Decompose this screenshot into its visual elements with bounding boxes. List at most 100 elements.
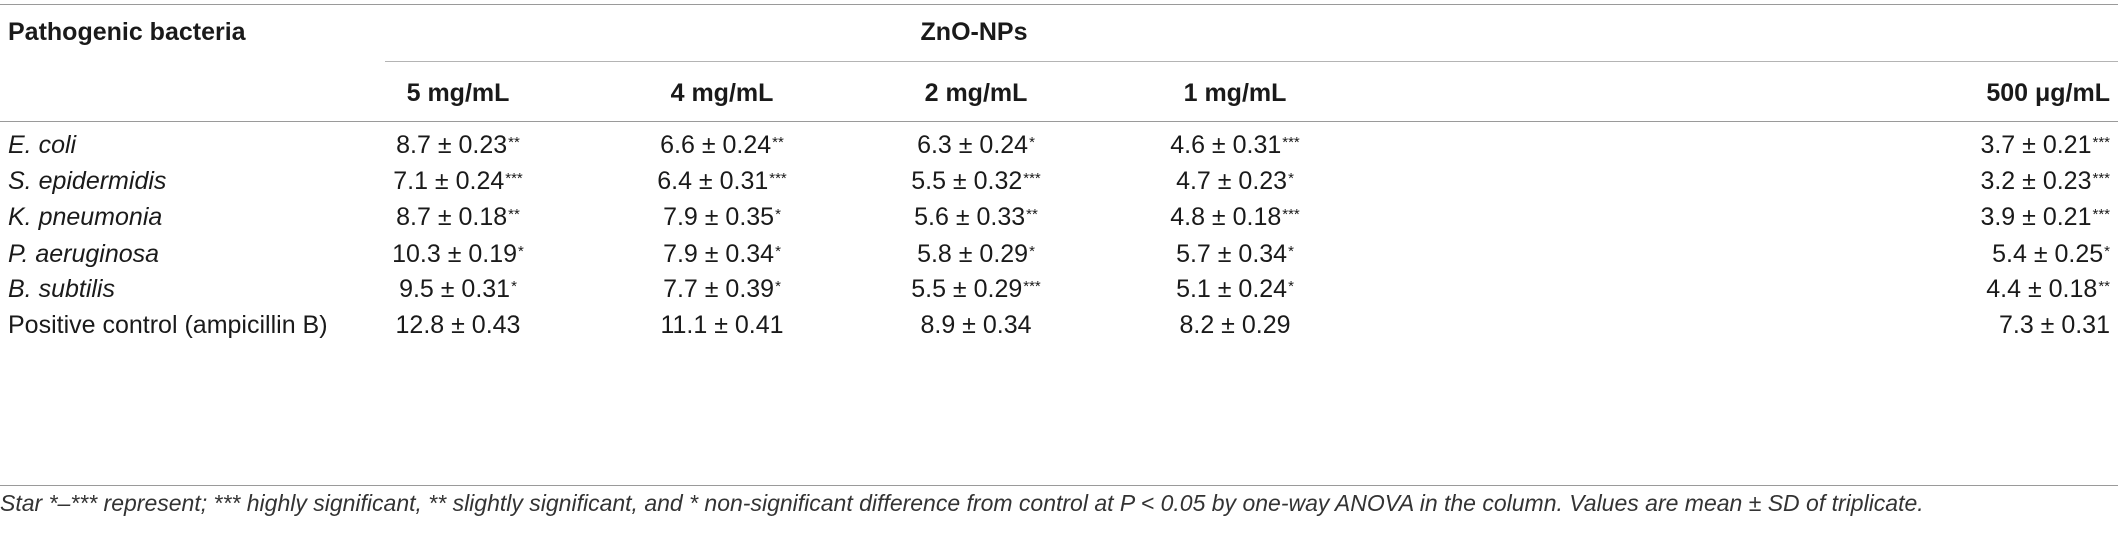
significance-marker: *** [1023,170,1041,187]
group-header: ZnO-NPs [920,18,1028,46]
table-cell: 10.3 ± 0.19* [392,239,524,269]
col-header-5mg: 5 mg/mL [406,79,510,107]
table-cell: 5.6 ± 0.33** [914,202,1038,232]
table-cell: 5.8 ± 0.29* [917,239,1035,269]
significance-marker: * [2104,243,2110,260]
significance-marker: * [775,278,781,295]
table-cell: 5.1 ± 0.24* [1176,274,1294,304]
table-cell: 6.4 ± 0.31*** [657,166,787,196]
table-cell: 11.1 ± 0.41 [660,310,783,340]
significance-marker: * [1288,243,1294,260]
cell-value: 5.5 ± 0.32 [911,167,1023,195]
cell-value: 8.7 ± 0.18 [396,203,508,231]
table-cell: 7.7 ± 0.39* [663,274,781,304]
significance-marker: * [1288,278,1294,295]
cell-value: 8.2 ± 0.29 [1179,311,1291,339]
significance-marker: *** [1282,206,1300,223]
significance-marker: *** [769,170,787,187]
cell-value: 3.7 ± 0.21 [1980,131,2092,159]
cell-value: 6.4 ± 0.31 [657,167,769,195]
table-cell: 4.6 ± 0.31*** [1170,130,1300,160]
cell-value: 6.6 ± 0.24 [660,131,772,159]
significance-marker: ** [2098,278,2110,295]
table-cell: 5.4 ± 0.25* [1992,239,2110,269]
cell-value: 7.9 ± 0.35 [663,203,775,231]
cell-value: 4.6 ± 0.31 [1170,131,1282,159]
significance-marker: *** [2092,206,2110,223]
significance-marker: *** [2092,134,2110,151]
col-header-500ug: 500 μg/mL [1986,79,2110,107]
cell-value: 8.9 ± 0.34 [920,311,1032,339]
table-cell: 8.2 ± 0.29 [1179,310,1290,340]
row-header: Pathogenic bacteria [8,18,246,46]
cell-value: 5.7 ± 0.34 [1176,240,1288,268]
header-rule [0,121,2118,122]
cell-value: 4.8 ± 0.18 [1170,203,1282,231]
table-cell: 7.3 ± 0.31 [1999,310,2110,340]
cell-value: 3.9 ± 0.21 [1980,203,2092,231]
cell-value: 5.1 ± 0.24 [1176,275,1288,303]
row-label: B. subtilis [8,275,115,303]
table-cell: 3.9 ± 0.21*** [1980,202,2110,232]
col-header-4mg: 4 mg/mL [670,79,774,107]
cell-value: 5.6 ± 0.33 [914,203,1026,231]
significance-marker: ** [1026,206,1038,223]
cell-value: 6.3 ± 0.24 [917,131,1029,159]
group-underline [385,61,2118,62]
table-cell: 4.4 ± 0.18** [1986,274,2110,304]
cell-value: 5.4 ± 0.25 [1992,240,2104,268]
cell-value: 4.7 ± 0.23 [1176,167,1288,195]
row-label: K. pneumonia [8,203,163,231]
table-cell: 5.7 ± 0.34* [1176,239,1294,269]
table-cell: 7.9 ± 0.35* [663,202,781,232]
table-cell: 3.7 ± 0.21*** [1980,130,2110,160]
table-cell: 9.5 ± 0.31* [399,274,517,304]
significance-marker: * [1029,243,1035,260]
cell-value: 3.2 ± 0.23 [1980,167,2092,195]
cell-value: 10.3 ± 0.19 [392,240,518,268]
cell-value: 7.9 ± 0.34 [663,240,775,268]
significance-marker: * [1029,134,1035,151]
cell-value: 8.7 ± 0.23 [396,131,508,159]
table-cell: 8.7 ± 0.18** [396,202,520,232]
table-cell: 5.5 ± 0.32*** [911,166,1041,196]
cell-value: 7.3 ± 0.31 [1998,311,2110,339]
table-cell: 6.6 ± 0.24** [660,130,784,160]
significance-marker: *** [1023,278,1041,295]
row-label: S. epidermidis [8,167,167,195]
cell-value: 7.7 ± 0.39 [663,275,775,303]
table-cell: 8.9 ± 0.34 [920,310,1031,340]
row-label: E. coli [8,131,77,159]
significance-marker: *** [2092,170,2110,187]
table-cell: 8.7 ± 0.23** [396,130,520,160]
row-label: Positive control (ampicillin B) [8,311,328,339]
table-cell: 3.2 ± 0.23*** [1980,166,2110,196]
col-header-2mg: 2 mg/mL [924,79,1028,107]
cell-value: 4.4 ± 0.18 [1986,275,2098,303]
significance-marker: * [518,243,524,260]
col-header-1mg: 1 mg/mL [1183,79,1287,107]
table-cell: 4.8 ± 0.18*** [1170,202,1300,232]
significance-marker: *** [1282,134,1300,151]
significance-marker: ** [508,206,520,223]
significance-marker: ** [508,134,520,151]
significance-marker: * [775,206,781,223]
table-footnote: Star *–*** represent; *** highly signifi… [0,490,1924,516]
table-cell: 7.9 ± 0.34* [663,239,781,269]
top-rule [0,4,2118,5]
cell-value: 12.8 ± 0.43 [395,311,521,339]
cell-value: 9.5 ± 0.31 [399,275,511,303]
bottom-rule [0,485,2118,486]
table-cell: 6.3 ± 0.24* [917,130,1035,160]
cell-value: 5.5 ± 0.29 [911,275,1023,303]
cell-value: 11.1 ± 0.41 [660,311,784,339]
significance-marker: ** [772,134,784,151]
table-cell: 5.5 ± 0.29*** [911,274,1041,304]
table-cell: 7.1 ± 0.24*** [393,166,523,196]
significance-marker: *** [505,170,523,187]
significance-marker: * [775,243,781,260]
cell-value: 5.8 ± 0.29 [917,240,1029,268]
table-cell: 12.8 ± 0.43 [396,310,521,340]
significance-marker: * [511,278,517,295]
cell-value: 7.1 ± 0.24 [393,167,505,195]
